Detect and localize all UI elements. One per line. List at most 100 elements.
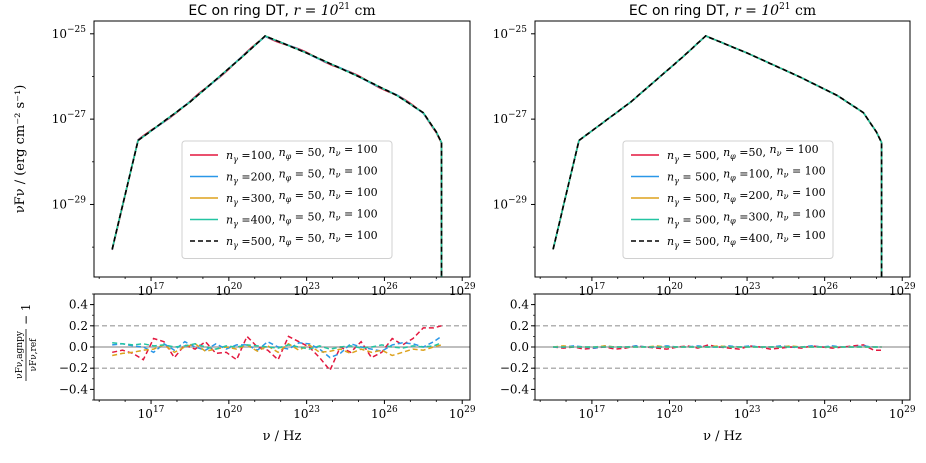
legend-part: n (723, 211, 730, 224)
legend-part: φ (286, 195, 292, 204)
legend-label-2: nγ = 500, nφ =200, nν = 100 (667, 186, 826, 207)
legend-part: n (226, 214, 233, 227)
legend-part: n (723, 168, 730, 181)
x-tick-label: 1020 (215, 405, 242, 421)
legend-part: = 500, (679, 171, 723, 184)
x-tick-label-base: 10 (811, 407, 826, 421)
legend-part: = 100 (788, 208, 825, 221)
legend-part: = 100 (781, 143, 818, 156)
y-tick-label-base: 10 (493, 112, 508, 126)
legend-part: n (776, 165, 783, 178)
legend-part: γ (674, 198, 679, 207)
legend-part: γ (233, 198, 238, 207)
plot-area (94, 325, 470, 372)
legend-part: φ (730, 174, 736, 183)
legend-part: n (723, 232, 730, 245)
x-tick-label-base: 10 (449, 284, 464, 298)
legend-part: = 100 (340, 229, 377, 242)
x-tick-label-exp: 26 (386, 405, 398, 415)
legend-part: n (328, 208, 335, 221)
plot-area (552, 34, 883, 277)
y-tick-label-base: 10 (493, 27, 508, 41)
y-tick-label: −0.4 (500, 382, 530, 396)
legend-part: =100, (238, 149, 279, 162)
x-tick-label-base: 10 (138, 284, 153, 298)
residual-y-label: νFν,agnpy νFν,ref − 1 (15, 303, 39, 381)
x-tick-label: 1017 (138, 282, 165, 298)
legend-box (181, 140, 393, 259)
x-tick-label-base: 10 (449, 407, 464, 421)
x-tick-label-base: 10 (371, 407, 386, 421)
x-tick-label-exp: 20 (231, 405, 243, 415)
legend-part: φ (286, 174, 292, 183)
legend-part: =500, (238, 235, 279, 248)
y-tick-label: 10−27 (493, 110, 528, 126)
legend-part: φ (730, 195, 736, 204)
legend-part: γ (233, 241, 238, 250)
legend-part: n (776, 186, 783, 199)
legend-part: n (279, 189, 286, 202)
x-tick-label: 1020 (656, 282, 683, 298)
legend-part: n (776, 229, 783, 242)
legend-label-4: nγ =500, nφ = 50, nν = 100 (226, 229, 378, 250)
legend-part: n (226, 149, 233, 162)
y-axis-label: νFν / (erg cm⁻² s⁻¹) (13, 85, 28, 214)
legend-part: =50, (736, 146, 770, 159)
legend-part: n (328, 143, 335, 156)
x-tick-label-exp: 20 (671, 282, 683, 292)
x-tick-label-exp: 23 (749, 282, 761, 292)
legend-part: n (279, 168, 286, 181)
legend-part: n (667, 171, 674, 184)
x-tick-label-base: 10 (215, 407, 230, 421)
legend-part: =100, (736, 168, 777, 181)
legend-part: =200, (736, 189, 777, 202)
legend-part: = 100 (340, 143, 377, 156)
legend-part: γ (233, 155, 238, 164)
series-line-4 (111, 34, 443, 277)
x-tick-label-exp: 29 (464, 282, 476, 292)
axes-frame (534, 20, 911, 278)
y-tick-label: 0.2 (510, 319, 529, 333)
legend-part: ν (777, 149, 782, 158)
ratio-denominator: νFν,ref (29, 338, 39, 372)
y-tick-label-base: 10 (52, 197, 67, 211)
legend-part: = 100 (340, 186, 377, 199)
x-tick-label-base: 10 (579, 407, 594, 421)
legend-label-1: nγ =200, nφ = 50, nν = 100 (226, 165, 378, 186)
legend-part: = 500, (679, 192, 723, 205)
y-tick-label-exp: −25 (508, 25, 527, 35)
y-tick-label-base: 10 (52, 27, 67, 41)
x-tick-label-exp: 29 (904, 282, 916, 292)
legend-part: = 500, (679, 235, 723, 248)
x-tick-label-exp: 17 (153, 405, 165, 415)
legend-part: = 100 (340, 208, 377, 221)
x-tick-label-exp: 20 (231, 282, 243, 292)
x-tick-label-exp: 17 (153, 282, 165, 292)
y-tick-label: 10−29 (493, 195, 528, 211)
legend-part: = 500, (679, 149, 723, 162)
legend-part: φ (286, 152, 292, 161)
legend-part: φ (730, 217, 736, 226)
x-tick-label-exp: 26 (386, 282, 398, 292)
y-tick-label: 0.2 (69, 319, 88, 333)
y-tick-label: −0.2 (500, 361, 529, 375)
legend-part: =300, (238, 192, 279, 205)
x-tick-label: 1020 (215, 282, 242, 298)
x-tick-label-exp: 23 (309, 282, 321, 292)
x-tick-label-exp: 20 (671, 405, 683, 415)
legend-part: γ (674, 177, 679, 186)
x-tick-label: 1020 (656, 405, 683, 421)
x-tick-label-base: 10 (656, 407, 671, 421)
x-tick-label: 1026 (371, 282, 398, 298)
title-math: r = 10 (734, 3, 779, 19)
legend-part: ν (784, 235, 789, 244)
legend-part: n (776, 208, 783, 221)
y-tick-label: −0.4 (59, 382, 89, 396)
x-tick-label-base: 10 (138, 407, 153, 421)
x-tick-label-base: 10 (811, 284, 826, 298)
